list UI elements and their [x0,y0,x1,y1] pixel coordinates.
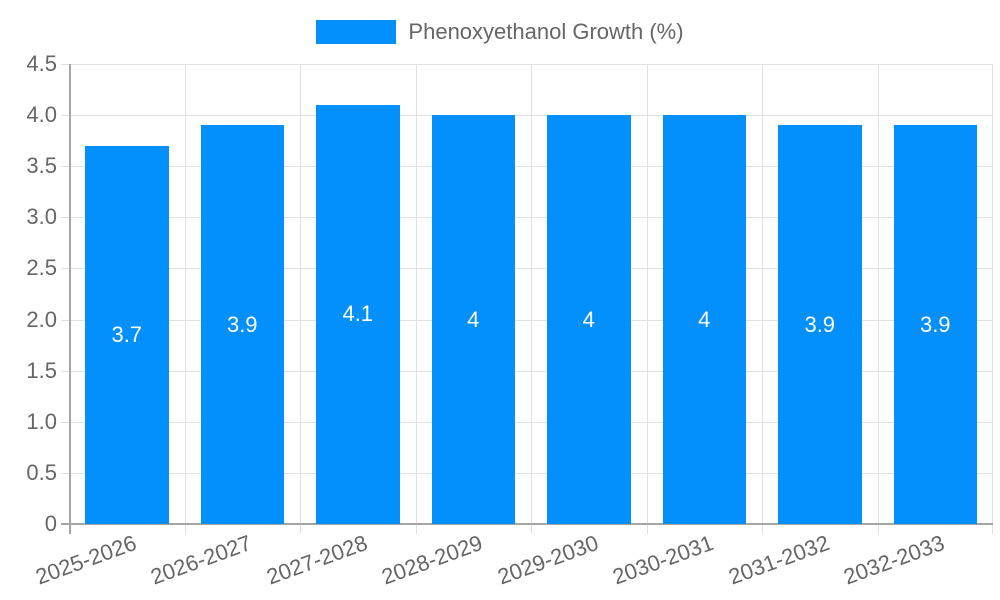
gridline-horizontal [61,472,993,474]
legend-swatch[interactable] [316,20,397,44]
bar-value-label: 3.9 [919,311,951,337]
gridline-vertical [646,64,648,534]
bar-value-label: 3.9 [804,311,836,337]
gridline-horizontal [61,166,993,168]
y-tick-label: 3.5 [26,153,57,179]
gridline-vertical [531,64,532,534]
bar-value-label: 3.7 [111,321,143,347]
gridline-vertical [415,64,417,534]
x-tick-label: 2029-2030 [494,530,602,590]
x-tick-label: 2028-2029 [378,530,487,590]
gridline-horizontal [61,115,993,117]
x-tick-label: 2030-2031 [609,530,718,590]
gridline-horizontal [61,217,993,219]
y-tick-label: 0 [44,511,57,536]
x-tick-label: 2025-2026 [32,530,140,590]
gridline-vertical [992,64,993,534]
gridline-vertical [762,64,763,534]
y-tick-label: 3.0 [26,204,57,230]
bar-value-label: 4 [698,306,711,332]
plot-area: 0 0.5 1.0 1.5 2.0 2.5 3.0 3.5 4.0 4.5 3.7 3.9 4.1 4 4 4… [26,51,993,536]
bar-value-label: 4 [582,306,595,332]
x-axis [61,523,993,525]
gridline-horizontal [61,370,993,372]
bar-2031-2032[interactable]: 3.9 [778,125,862,524]
y-tick-label: 2.5 [26,255,57,281]
bar-2026-2027[interactable]: 3.9 [200,125,284,524]
y-tick-label: 0.5 [26,459,57,485]
bar-2028-2029[interactable]: 4 [431,115,515,524]
x-tick-label: 2026-2027 [147,530,256,590]
gridline-vertical [300,64,301,534]
x-tick-label: 2032-2033 [840,530,949,590]
y-axis [69,64,71,534]
chart-legend: Phenoxyethanol Growth (%) [0,18,1000,46]
bar-2027-2028[interactable]: 4.1 [316,104,400,524]
y-tick-label: 4.0 [26,102,57,128]
y-tick-label: 1.5 [26,357,57,383]
legend-label[interactable]: Phenoxyethanol Growth (%) [408,19,684,44]
gridline-vertical [877,64,879,534]
x-tick-label: 2027-2028 [263,530,371,590]
bar-value-label: 4 [467,306,480,332]
bar-2030-2031[interactable]: 4 [662,115,746,524]
gridline-horizontal [61,64,993,65]
bar-value-label: 3.9 [226,311,258,337]
gridline-horizontal [61,319,993,321]
gridline-vertical [184,64,186,534]
gridline-horizontal [61,268,993,270]
y-tick-label: 2.0 [26,306,57,332]
y-tick-label: 1.0 [26,408,57,434]
y-tick-label: 4.5 [26,51,57,76]
bar-2029-2030[interactable]: 4 [547,115,631,524]
gridline-horizontal [61,421,993,423]
bar-value-label: 4.1 [342,301,374,327]
bar-2025-2026[interactable]: 3.7 [85,145,169,524]
x-tick-label: 2031-2032 [725,530,833,590]
bar-2032-2033[interactable]: 3.9 [893,125,977,524]
